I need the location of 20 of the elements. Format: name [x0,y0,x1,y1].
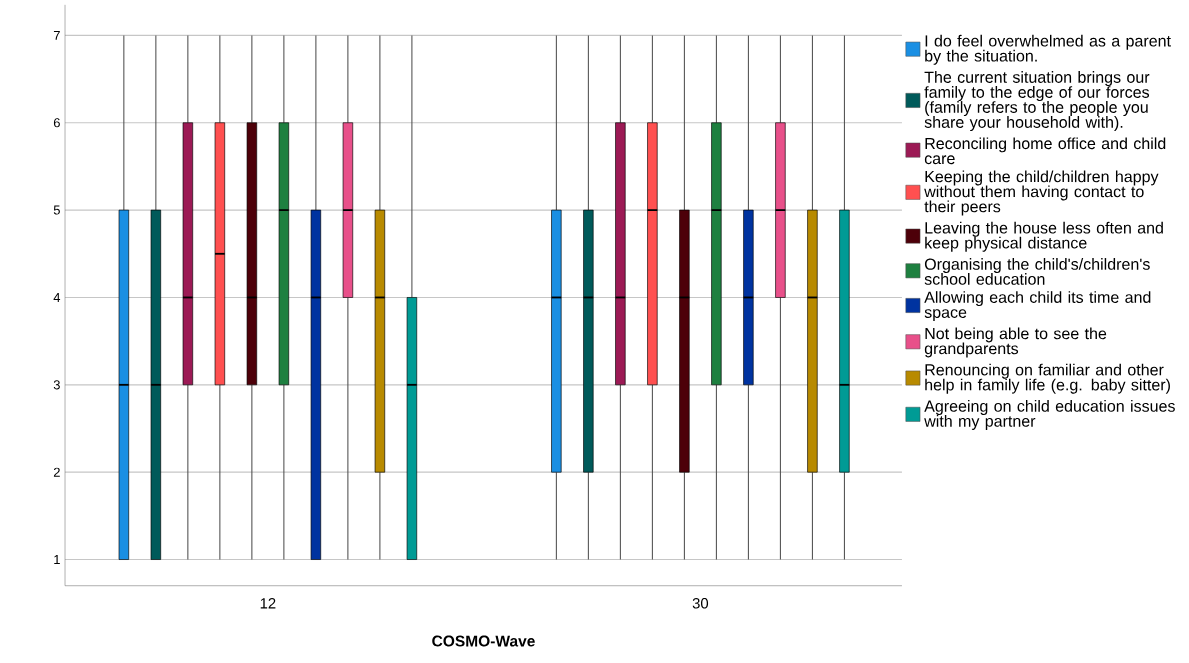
legend-label: Not being able to see the grandparents [924,327,1107,358]
y-tick-label: 3 [53,380,60,390]
legend-label: Allowing each child its time and space [924,291,1151,321]
legend-label: The current situation brings our family to the edge of our forces (family refers to the people you share your household with). [924,70,1150,131]
legend-label: Organising the child's/children's school education [924,257,1150,285]
y-tick-label: 1 [54,554,60,564]
legend-label: Agreeing on child education issues with my partner [924,399,1175,430]
y-tick-label: 6 [53,118,60,128]
y-tick-label: 2 [53,467,60,477]
y-tick-label: 5 [53,205,60,215]
y-tick-label: 4 [53,292,61,302]
legend-label: Leaving the house less often and keep physical distance [925,221,1163,252]
legend-label: Keeping the child/children happy without them having contact to their peers [924,170,1159,216]
legend-label: Renouncing on familiar and other help in family life (e.g. baby sitter) [925,363,1170,394]
x-axis-title: COSMO-Wave [432,635,535,647]
x-tick-label: 30 [692,597,709,609]
x-tick-label: 12 [260,597,276,609]
y-tick-label: 7 [53,30,60,40]
legend-label: Reconciling home office and child care [924,137,1166,165]
legend-label: I do feel overwhelmed as a parent by the situation. [925,34,1171,65]
